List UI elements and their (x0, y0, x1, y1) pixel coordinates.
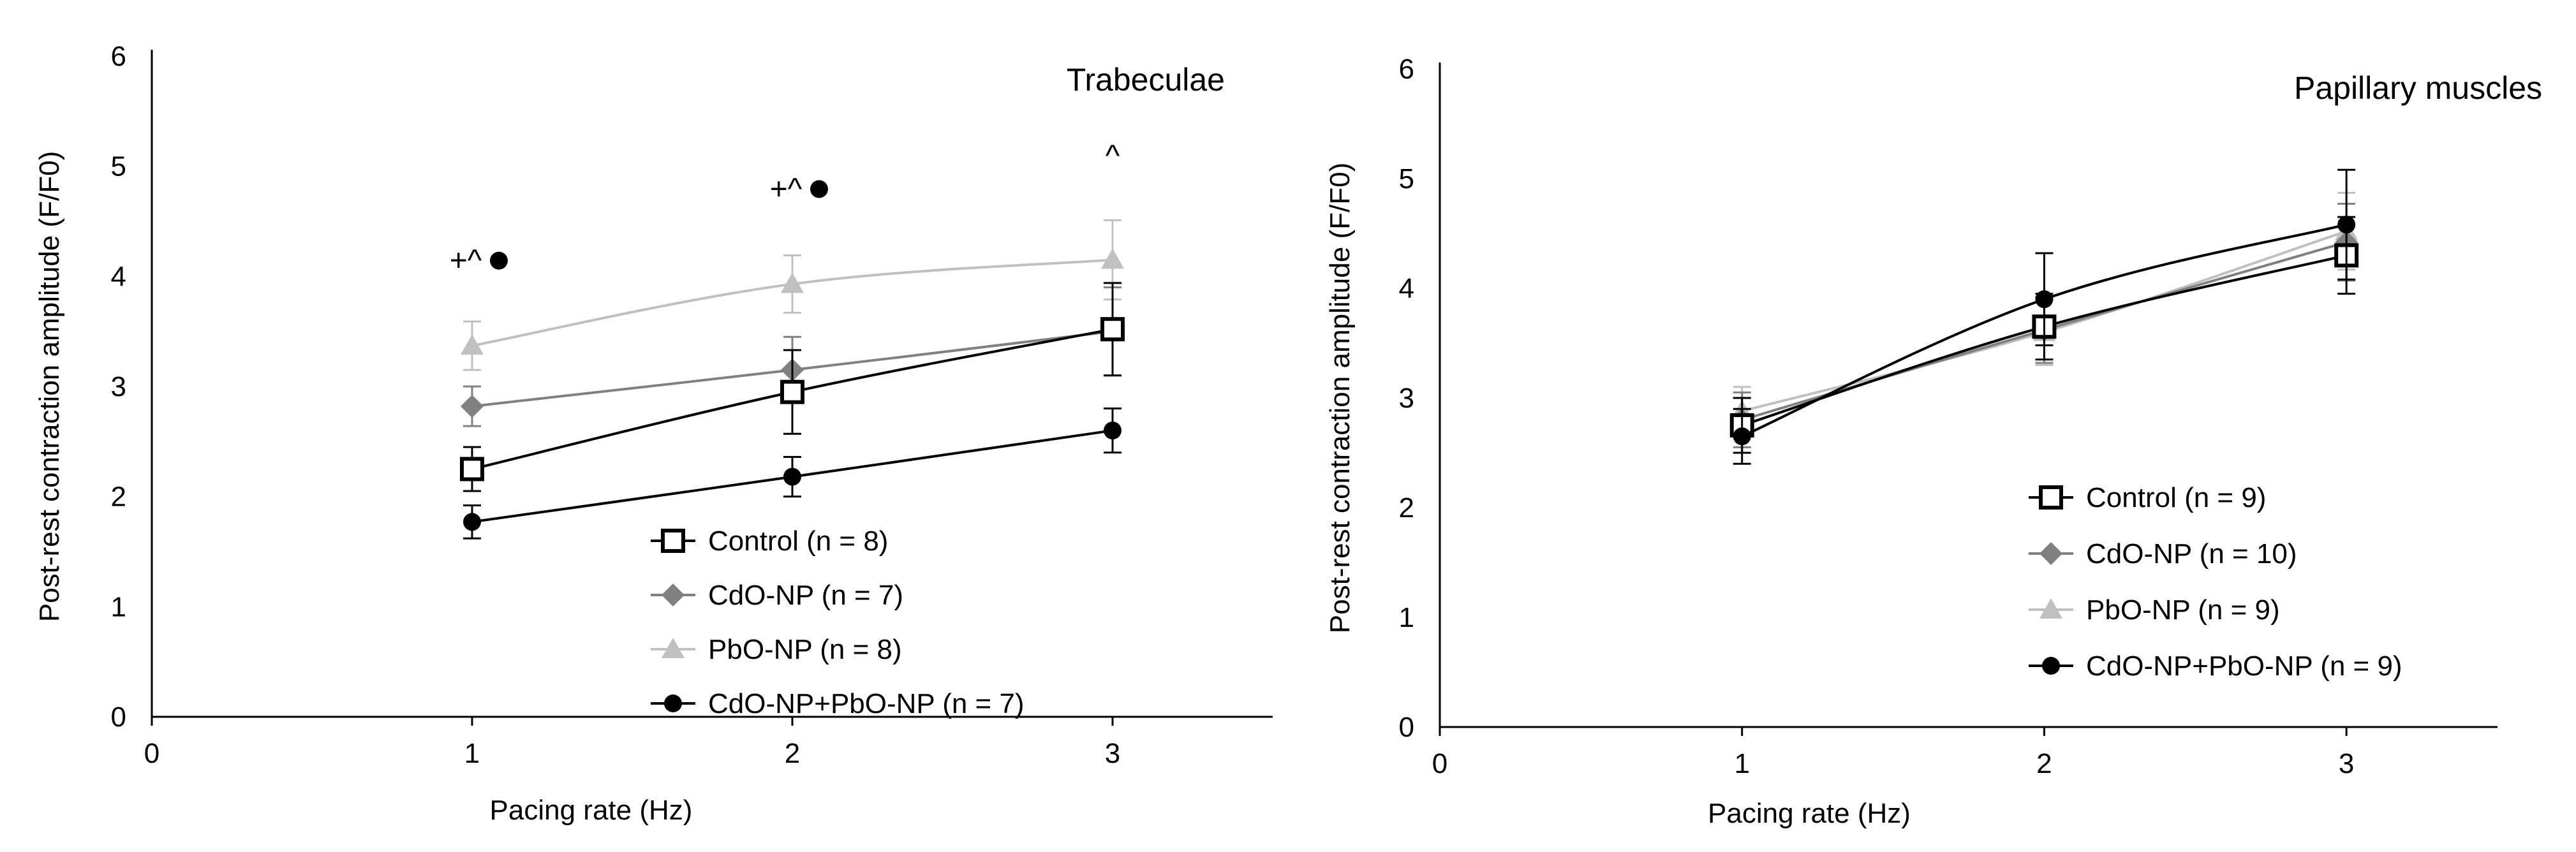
y-tick-label: 6 (1399, 54, 1414, 85)
significance-dot (490, 251, 508, 270)
x-tick-label: 2 (785, 738, 800, 769)
y-tick-label: 5 (1399, 163, 1414, 195)
y-tick-label: 6 (111, 41, 126, 72)
series-4 (463, 408, 1121, 540)
chart-1: 0 1 2 3 4 5 6 0 1 2 3 Pacing rate (Hz) Post-rest con… (34, 41, 1273, 826)
y-tick-label: 4 (111, 261, 126, 292)
legend-entry: PbO-NP (n = 9) (2086, 594, 2280, 626)
legend-entry: Control (n = 9) (2086, 482, 2266, 513)
legend-marker (661, 529, 685, 553)
x-tick-label: 3 (2339, 748, 2354, 779)
legend-marker (662, 638, 685, 658)
x-tick-label: 1 (1734, 748, 1749, 779)
data-point (461, 395, 484, 418)
chart-2: 0 1 2 3 4 5 6 0 1 2 3 Pacing rate (Hz) Post-rest con… (1324, 54, 2542, 829)
data-point (463, 513, 481, 531)
y-tick-label: 5 (111, 151, 126, 182)
y-tick-label: 4 (1399, 273, 1414, 304)
x-tick-label: 0 (144, 738, 159, 769)
data-point (780, 379, 804, 404)
legend-marker (2042, 657, 2060, 675)
y-tick-label: 1 (111, 591, 126, 622)
y-tick-label: 0 (111, 701, 126, 733)
data-point (781, 272, 804, 293)
data-point (1101, 248, 1124, 269)
data-point (2035, 290, 2054, 309)
y-tick-label: 2 (111, 481, 126, 513)
significance-annotation: +^ (770, 172, 803, 206)
legend-entry: PbO-NP (n = 8) (708, 634, 902, 665)
x-tick-label: 3 (1105, 738, 1120, 769)
legend-marker (2039, 485, 2063, 510)
y-tick-label: 2 (1399, 492, 1414, 524)
data-point (1100, 317, 1125, 342)
y-tick-label: 3 (1399, 383, 1414, 414)
legend: Control (n = 8) CdO-NP (n = 7) PbO-NP (n =… (651, 525, 1025, 719)
legend: Control (n = 9) CdO-NP (n = 10) PbO-NP (n … (2029, 482, 2402, 682)
chart-title: Papillary muscles (2294, 70, 2542, 106)
y-tick-label: 0 (1399, 712, 1414, 743)
y-axis-label: Post-rest contraction amplitude (F/F0) (1324, 163, 1356, 633)
data-point (461, 334, 484, 355)
x-axis-label: Pacing rate (Hz) (1708, 798, 1911, 829)
legend-entry: Control (n = 8) (708, 525, 888, 557)
x-tick-label: 2 (2036, 748, 2052, 779)
significance-annotation: +^ (450, 244, 482, 278)
data-point (2337, 216, 2356, 234)
chart-title: Trabeculae (1067, 62, 1225, 98)
data-point (1733, 427, 1751, 446)
legend-entry: CdO-NP+PbO-NP (n = 9) (2086, 650, 2402, 682)
legend-entry: CdO-NP (n = 10) (2086, 538, 2297, 569)
legend-entry: CdO-NP (n = 7) (708, 580, 903, 611)
data-point (1104, 422, 1121, 440)
data-point (460, 457, 484, 481)
significance-annotation: ^ (1106, 140, 1120, 173)
series-4 (1733, 168, 2356, 465)
y-axis-label: Post-rest contraction amplitude (F/F0) (34, 151, 65, 622)
legend-marker (664, 694, 682, 712)
legend-marker (2039, 598, 2062, 619)
legend-marker (2039, 542, 2062, 565)
y-tick-label: 3 (111, 371, 126, 402)
legend-entry: CdO-NP+PbO-NP (n = 7) (708, 688, 1025, 719)
y-tick-label: 1 (1399, 602, 1414, 633)
x-tick-label: 1 (464, 738, 480, 769)
series-1 (460, 282, 1125, 492)
x-axis-label: Pacing rate (Hz) (490, 795, 693, 826)
significance-dot (810, 180, 828, 198)
data-point (783, 467, 801, 486)
x-tick-label: 0 (1432, 748, 1447, 779)
legend-marker (662, 584, 685, 606)
